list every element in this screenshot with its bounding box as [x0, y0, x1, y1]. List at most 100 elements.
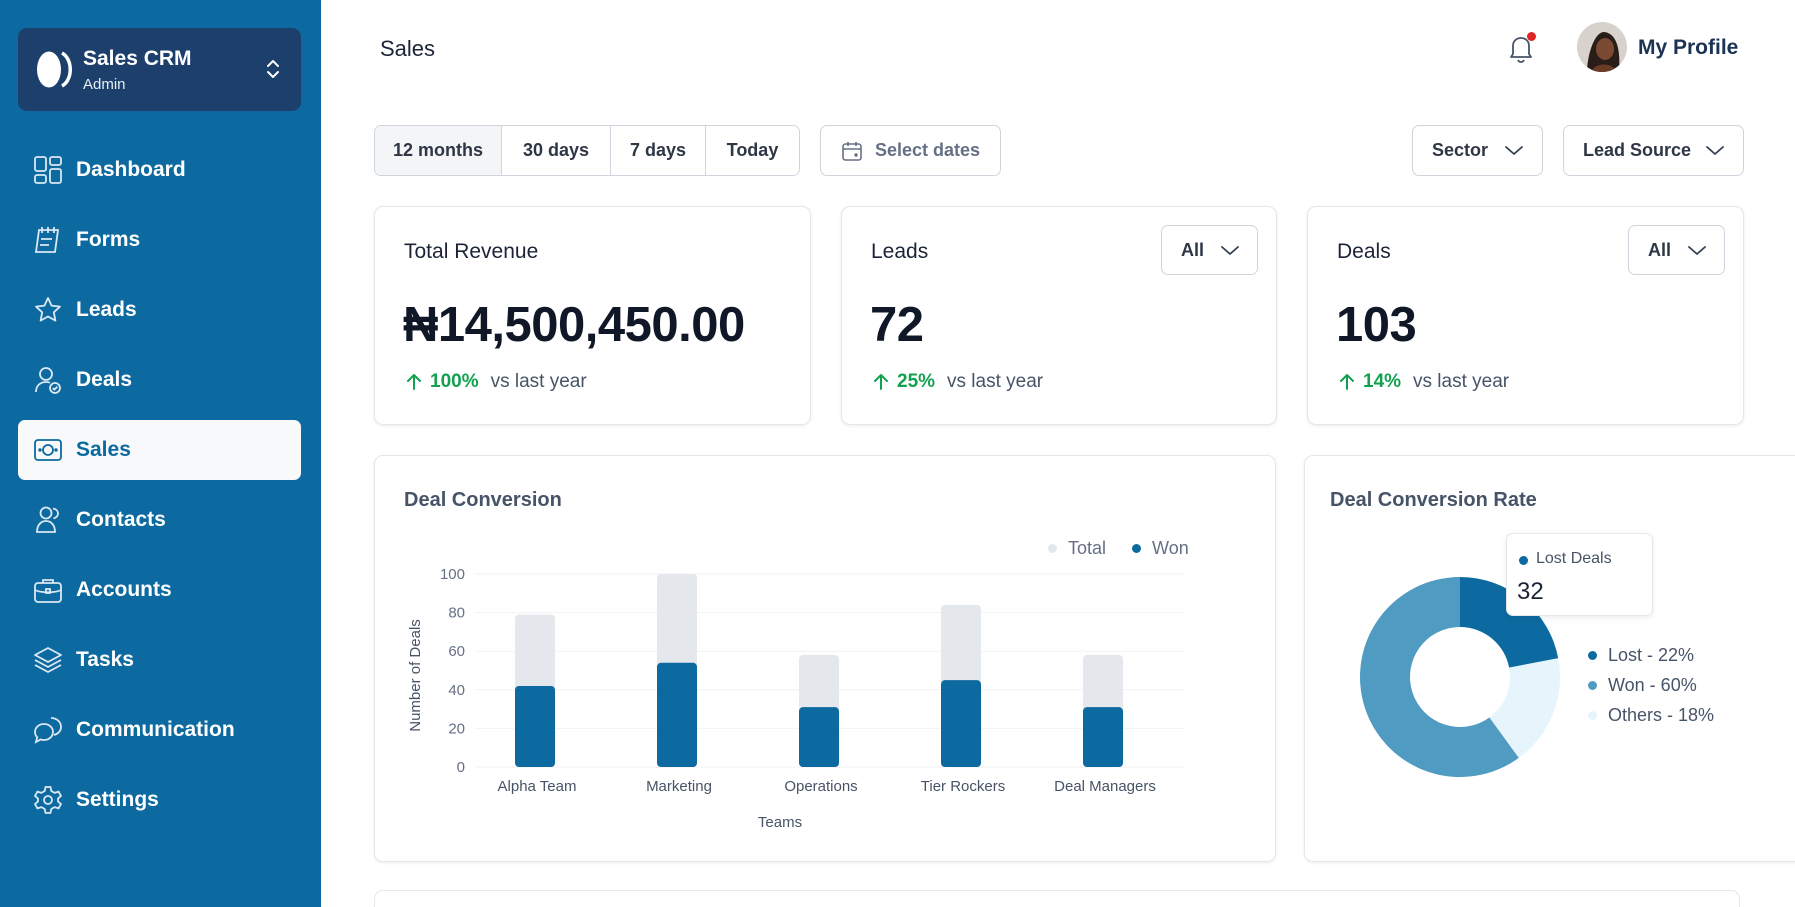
calendar-icon	[842, 141, 862, 161]
sidebar: Sales CRM Admin Dashboard Forms Leads De…	[0, 0, 321, 907]
avatar[interactable]	[1577, 22, 1627, 72]
layers-icon	[32, 644, 64, 676]
sidebar-item-deals[interactable]: Deals	[18, 350, 301, 410]
legend-label: Total	[1068, 538, 1107, 558]
deals-filter-dropdown[interactable]: All	[1628, 225, 1725, 275]
x-tick-label: Operations	[784, 778, 857, 795]
user-check-icon	[32, 364, 64, 396]
pie-legend-label: Others - 18%	[1608, 704, 1715, 725]
x-tick-label: Deal Managers	[1054, 778, 1156, 795]
total-revenue-card: Total Revenue ₦14,500,450.00 100% vs las…	[374, 206, 811, 425]
change-caption: vs last year	[490, 371, 587, 392]
change-percent: 25%	[897, 371, 936, 392]
donut-slice	[1489, 658, 1560, 758]
y-tick-label: 20	[448, 720, 465, 737]
x-axis-label: Teams	[758, 814, 802, 831]
sidebar-item-label: Accounts	[76, 578, 172, 601]
stat-title: Leads	[871, 240, 929, 263]
sidebar-item-label: Dashboard	[76, 158, 186, 181]
sidebar-item-leads[interactable]: Leads	[18, 280, 301, 340]
sidebar-item-label: Contacts	[76, 508, 166, 531]
brand-role: Admin	[83, 76, 126, 93]
page-title: Sales	[380, 36, 436, 61]
legend-item-total: Total	[1048, 538, 1106, 559]
x-tick-label: Tier Rockers	[921, 778, 1005, 795]
deal-conversion-card: Deal Conversion Total Won 0 20 40 60 80 100 Al…	[374, 455, 1276, 862]
sidebar-item-label: Settings	[76, 788, 159, 811]
chevron-down-icon	[1688, 246, 1706, 255]
chat-icon	[32, 714, 64, 746]
tooltip-label: Lost Deals	[1536, 550, 1612, 567]
chevron-up-down-icon[interactable]	[263, 56, 283, 82]
chart-tooltip: Lost Deals 32	[1506, 533, 1653, 616]
x-tick-label: Alpha Team	[498, 778, 577, 795]
deal-conversion-chart: 0 20 40 60 80 100 Alpha Team Marketing Operation…	[407, 566, 1185, 831]
workspace-switcher[interactable]: Sales CRM Admin	[18, 28, 301, 111]
range-today-button[interactable]: Today	[706, 126, 799, 175]
pie-legend: Lost - 22% Won - 60% Others - 18%	[1588, 640, 1714, 730]
leads-filter-value: All	[1181, 239, 1205, 260]
sidebar-item-dashboard[interactable]: Dashboard	[18, 140, 301, 200]
sidebar-item-label: Tasks	[76, 648, 134, 671]
lead-source-dropdown[interactable]: Lead Source	[1563, 125, 1744, 176]
chart-legend: Total Won	[1048, 538, 1215, 559]
change-caption: vs last year	[1413, 371, 1510, 392]
stat-change: 14% vs last year	[1337, 371, 1509, 393]
stat-change: 25% vs last year	[871, 371, 1043, 393]
sidebar-item-sales[interactable]: Sales	[18, 420, 301, 480]
chart-title: Deal Conversion	[404, 489, 562, 511]
bar-won	[799, 707, 839, 767]
range-12-months-button[interactable]: 12 months	[375, 126, 502, 175]
bell-icon[interactable]	[1506, 32, 1536, 64]
y-axis-label: Number of Deals	[407, 619, 424, 732]
range-7-days-button[interactable]: 7 days	[611, 126, 706, 175]
pie-legend-item-others: Others - 18%	[1588, 700, 1714, 730]
brand-logo-icon	[37, 51, 72, 88]
legend-item-won: Won	[1132, 538, 1189, 559]
stat-title: Deals	[1337, 240, 1391, 263]
my-profile-link[interactable]: My Profile	[1638, 36, 1739, 59]
chart-title: Deal Conversion Rate	[1330, 489, 1537, 511]
bar-won	[941, 680, 981, 767]
change-percent: 14%	[1363, 371, 1402, 392]
stat-change: 100% vs last year	[404, 371, 587, 393]
y-tick-label: 40	[448, 682, 465, 699]
range-30-days-button[interactable]: 30 days	[502, 126, 611, 175]
pie-legend-item-won: Won - 60%	[1588, 670, 1714, 700]
bar-won	[1083, 707, 1123, 767]
legend-label: Won	[1152, 538, 1189, 558]
y-tick-label: 60	[448, 643, 465, 660]
deal-conversion-rate-card: Deal Conversion Rate	[1304, 455, 1795, 862]
deals-filter-value: All	[1648, 239, 1672, 260]
brand-name: Sales CRM	[83, 47, 192, 70]
sidebar-item-label: Sales	[76, 438, 131, 461]
sidebar-item-contacts[interactable]: Contacts	[18, 490, 301, 550]
donut-slice	[1360, 577, 1519, 777]
tooltip-dot	[1519, 556, 1528, 565]
leads-filter-dropdown[interactable]: All	[1161, 225, 1258, 275]
sidebar-item-label: Forms	[76, 228, 141, 251]
select-dates-button[interactable]: Select dates	[820, 125, 1001, 176]
sidebar-item-label: Communication	[76, 718, 235, 741]
stat-value: 72	[870, 298, 924, 352]
sidebar-item-accounts[interactable]: Accounts	[18, 560, 301, 620]
notification-badge	[1527, 32, 1536, 41]
lead-source-label: Lead Source	[1583, 140, 1692, 160]
change-caption: vs last year	[947, 371, 1044, 392]
y-tick-label: 0	[457, 759, 465, 776]
leads-card: Leads All 72 25% vs last year	[841, 206, 1277, 425]
deals-card: Deals All 103 14% vs last year	[1307, 206, 1744, 425]
sidebar-item-forms[interactable]: Forms	[18, 210, 301, 270]
y-tick-label: 100	[440, 566, 465, 583]
sector-dropdown[interactable]: Sector	[1412, 125, 1543, 176]
cash-icon	[32, 434, 64, 466]
arrow-up-icon	[1340, 374, 1354, 390]
sidebar-item-settings[interactable]: Settings	[18, 770, 301, 830]
briefcase-icon	[32, 574, 64, 606]
pie-legend-label: Lost - 22%	[1608, 644, 1695, 665]
sidebar-item-label: Leads	[76, 298, 137, 321]
sidebar-item-communication[interactable]: Communication	[18, 700, 301, 760]
change-percent: 100%	[430, 371, 479, 392]
sidebar-item-tasks[interactable]: Tasks	[18, 630, 301, 690]
stat-value: ₦14,500,450.00	[403, 298, 745, 352]
